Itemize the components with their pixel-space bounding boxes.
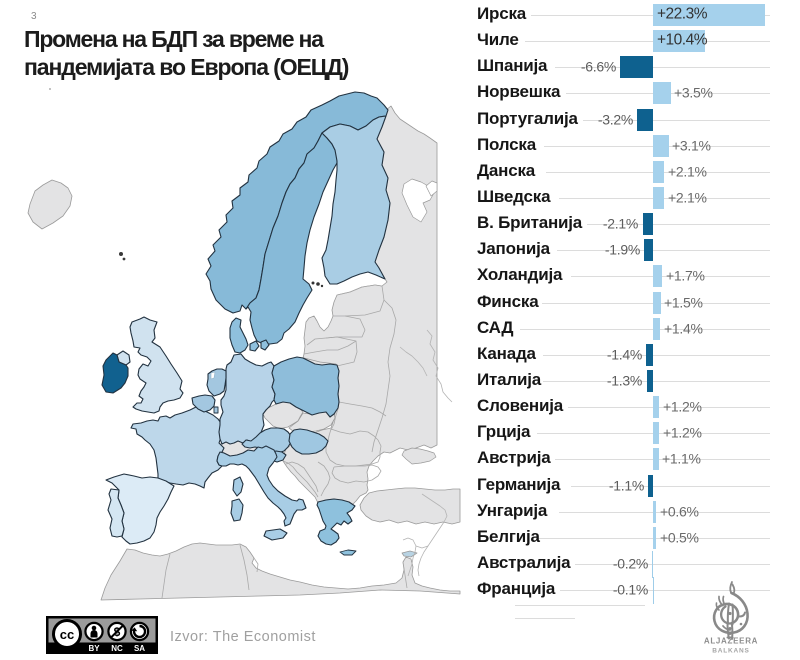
svg-text:NC: NC	[111, 644, 123, 653]
svg-text:BALKANS: BALKANS	[712, 648, 749, 655]
svg-text:SA: SA	[134, 644, 145, 653]
svg-text:ALJAZEERA: ALJAZEERA	[704, 637, 758, 646]
svg-text:cc: cc	[60, 627, 74, 642]
svg-text:BY: BY	[88, 644, 100, 653]
